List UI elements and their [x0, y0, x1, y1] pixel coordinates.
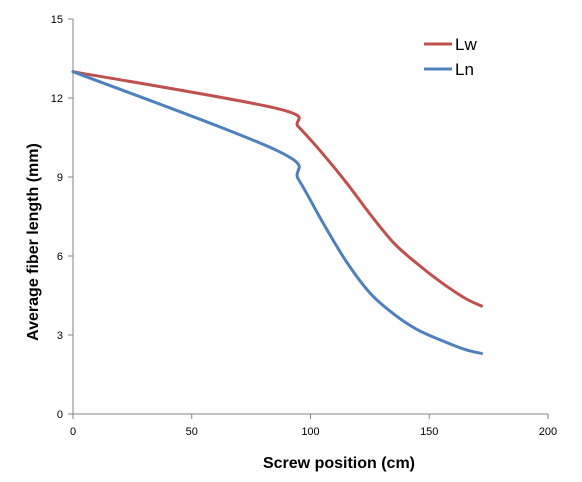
series-line-ln [71, 70, 483, 355]
y-tick-label: 12 [51, 93, 63, 105]
y-tick-label: 9 [57, 172, 63, 184]
series-line-lw [71, 70, 483, 308]
y-tick-label: 15 [51, 14, 63, 26]
x-tick-label: 0 [70, 426, 76, 438]
y-axis-label: Average fiber length (mm) [25, 143, 42, 341]
x-tick-label: 100 [301, 426, 319, 438]
series-lines [71, 70, 483, 355]
legend-label-lw: Lw [455, 35, 477, 54]
x-tick-label: 150 [420, 426, 438, 438]
x-axis-ticks: 0 50 100 150 200 [70, 414, 557, 438]
legend-label-ln: Ln [455, 60, 474, 79]
y-tick-label: 0 [57, 409, 63, 421]
y-tick-label: 6 [57, 251, 63, 263]
x-axis-label: Screw position (cm) [263, 455, 415, 472]
legend: Lw Ln [424, 35, 477, 79]
y-axis-ticks: 0 3 6 9 12 15 [51, 14, 73, 421]
y-tick-label: 3 [57, 330, 63, 342]
x-tick-label: 200 [539, 426, 557, 438]
axes [72, 19, 548, 415]
x-tick-label: 50 [186, 426, 198, 438]
